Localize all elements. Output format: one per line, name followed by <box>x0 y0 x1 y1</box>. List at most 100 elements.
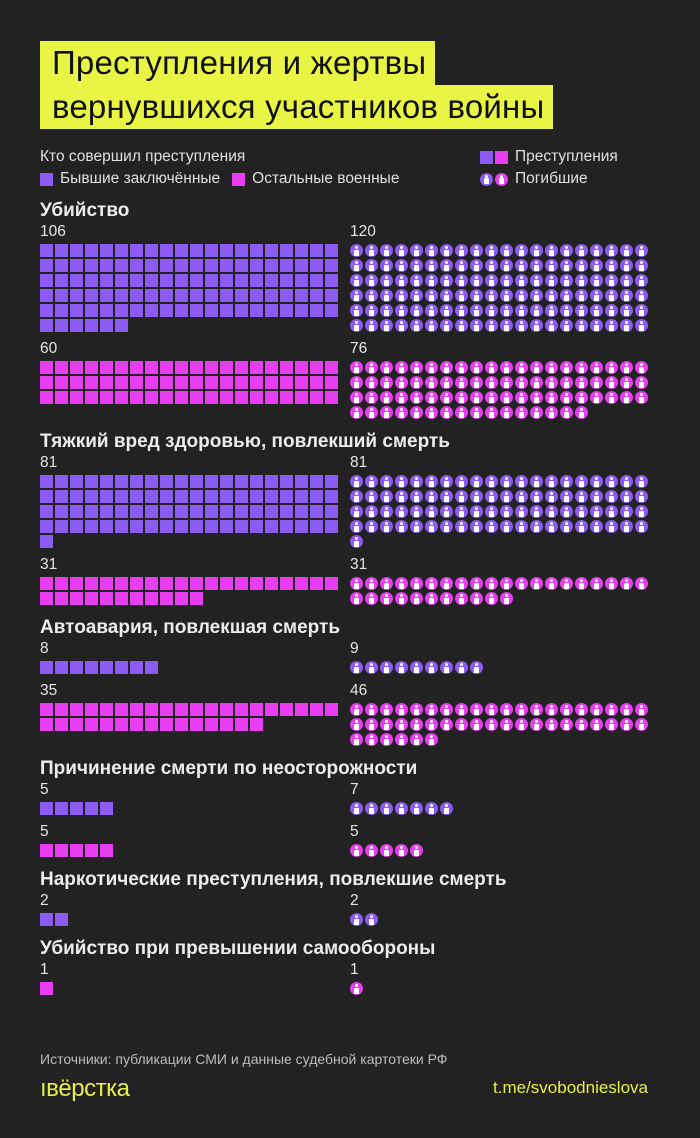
crime-square <box>40 244 53 257</box>
crime-square <box>265 289 278 302</box>
crime-square <box>325 259 338 272</box>
crime-square <box>310 244 323 257</box>
crime-square <box>145 391 158 404</box>
person-icon <box>395 661 408 674</box>
crime-square <box>100 244 113 257</box>
person-icon <box>440 577 453 590</box>
person-icon <box>515 259 528 272</box>
person-icon <box>515 391 528 404</box>
person-icon <box>530 505 543 518</box>
person-icon <box>425 391 438 404</box>
telegram-link[interactable]: t.me/svobodnieslova <box>493 1078 648 1097</box>
person-icon <box>365 475 378 488</box>
crime-square <box>100 319 113 332</box>
person-icon <box>440 490 453 503</box>
crime-square <box>295 490 308 503</box>
crime-square <box>130 592 143 605</box>
crime-square <box>175 475 188 488</box>
crime-square <box>55 361 68 374</box>
crime-square <box>280 289 293 302</box>
person-icon <box>515 361 528 374</box>
person-icon <box>590 244 603 257</box>
crimes-column: 8 <box>40 640 350 674</box>
person-icon <box>605 520 618 533</box>
person-icon <box>560 361 573 374</box>
person-icon <box>515 406 528 419</box>
category-heading: Автоавария, повлекшая смерть <box>40 617 341 638</box>
person-icon <box>425 406 438 419</box>
person-icon <box>380 703 393 716</box>
person-icon <box>425 718 438 731</box>
deaths-column: 31 <box>350 556 660 605</box>
crimes-grid <box>40 661 345 674</box>
deaths-column: 2 <box>350 892 660 926</box>
person-icon <box>590 703 603 716</box>
crime-square <box>220 505 233 518</box>
person-icon <box>545 577 558 590</box>
crime-square <box>325 520 338 533</box>
person-icon <box>410 733 423 746</box>
person-icon <box>530 490 543 503</box>
person-icon <box>395 304 408 317</box>
person-icon <box>575 406 588 419</box>
person-icon <box>560 391 573 404</box>
person-icon <box>380 718 393 731</box>
crime-square <box>145 718 158 731</box>
crime-square <box>295 505 308 518</box>
crime-square <box>70 802 83 815</box>
person-icon <box>530 703 543 716</box>
person-icon <box>410 802 423 815</box>
person-icon <box>590 319 603 332</box>
crime-square <box>40 703 53 716</box>
crime-square <box>55 802 68 815</box>
person-icon <box>410 244 423 257</box>
person-icon <box>365 505 378 518</box>
crime-square <box>130 259 143 272</box>
person-icon <box>455 475 468 488</box>
person-icon <box>365 913 378 926</box>
person-icon <box>380 361 393 374</box>
series-row: 81 81 <box>40 454 660 548</box>
person-icon <box>515 319 528 332</box>
deaths-value-label: 120 <box>350 223 376 240</box>
person-icon <box>380 319 393 332</box>
crime-square <box>100 577 113 590</box>
crime-square <box>220 577 233 590</box>
person-icon <box>350 703 363 716</box>
crime-square <box>100 259 113 272</box>
person-icon <box>575 391 588 404</box>
person-icon <box>515 490 528 503</box>
crime-square <box>100 718 113 731</box>
person-icon <box>635 577 648 590</box>
person-icon <box>605 289 618 302</box>
crime-square <box>280 391 293 404</box>
crime-square <box>235 244 248 257</box>
crime-square <box>205 577 218 590</box>
person-icon <box>395 520 408 533</box>
crime-square <box>265 490 278 503</box>
person-icon <box>440 406 453 419</box>
person-icon <box>575 703 588 716</box>
crime-square <box>85 304 98 317</box>
person-icon <box>635 259 648 272</box>
person-icon <box>590 259 603 272</box>
person-icon <box>575 319 588 332</box>
crime-square <box>115 244 128 257</box>
person-icon <box>365 319 378 332</box>
crime-square <box>235 391 248 404</box>
person-icon <box>545 274 558 287</box>
crime-square <box>235 289 248 302</box>
crime-square <box>85 361 98 374</box>
sources-note: Источники: публикации СМИ и данные судеб… <box>40 1051 448 1067</box>
crime-square <box>325 391 338 404</box>
crime-square <box>250 259 263 272</box>
person-icon <box>635 391 648 404</box>
person-icon <box>530 376 543 389</box>
legend-crimes-label: Преступления <box>515 148 618 165</box>
person-icon <box>470 661 483 674</box>
crime-square <box>160 490 173 503</box>
crimes-column: 5 <box>40 781 350 815</box>
crime-square <box>70 844 83 857</box>
person-icon <box>500 490 513 503</box>
person-icon <box>350 406 363 419</box>
